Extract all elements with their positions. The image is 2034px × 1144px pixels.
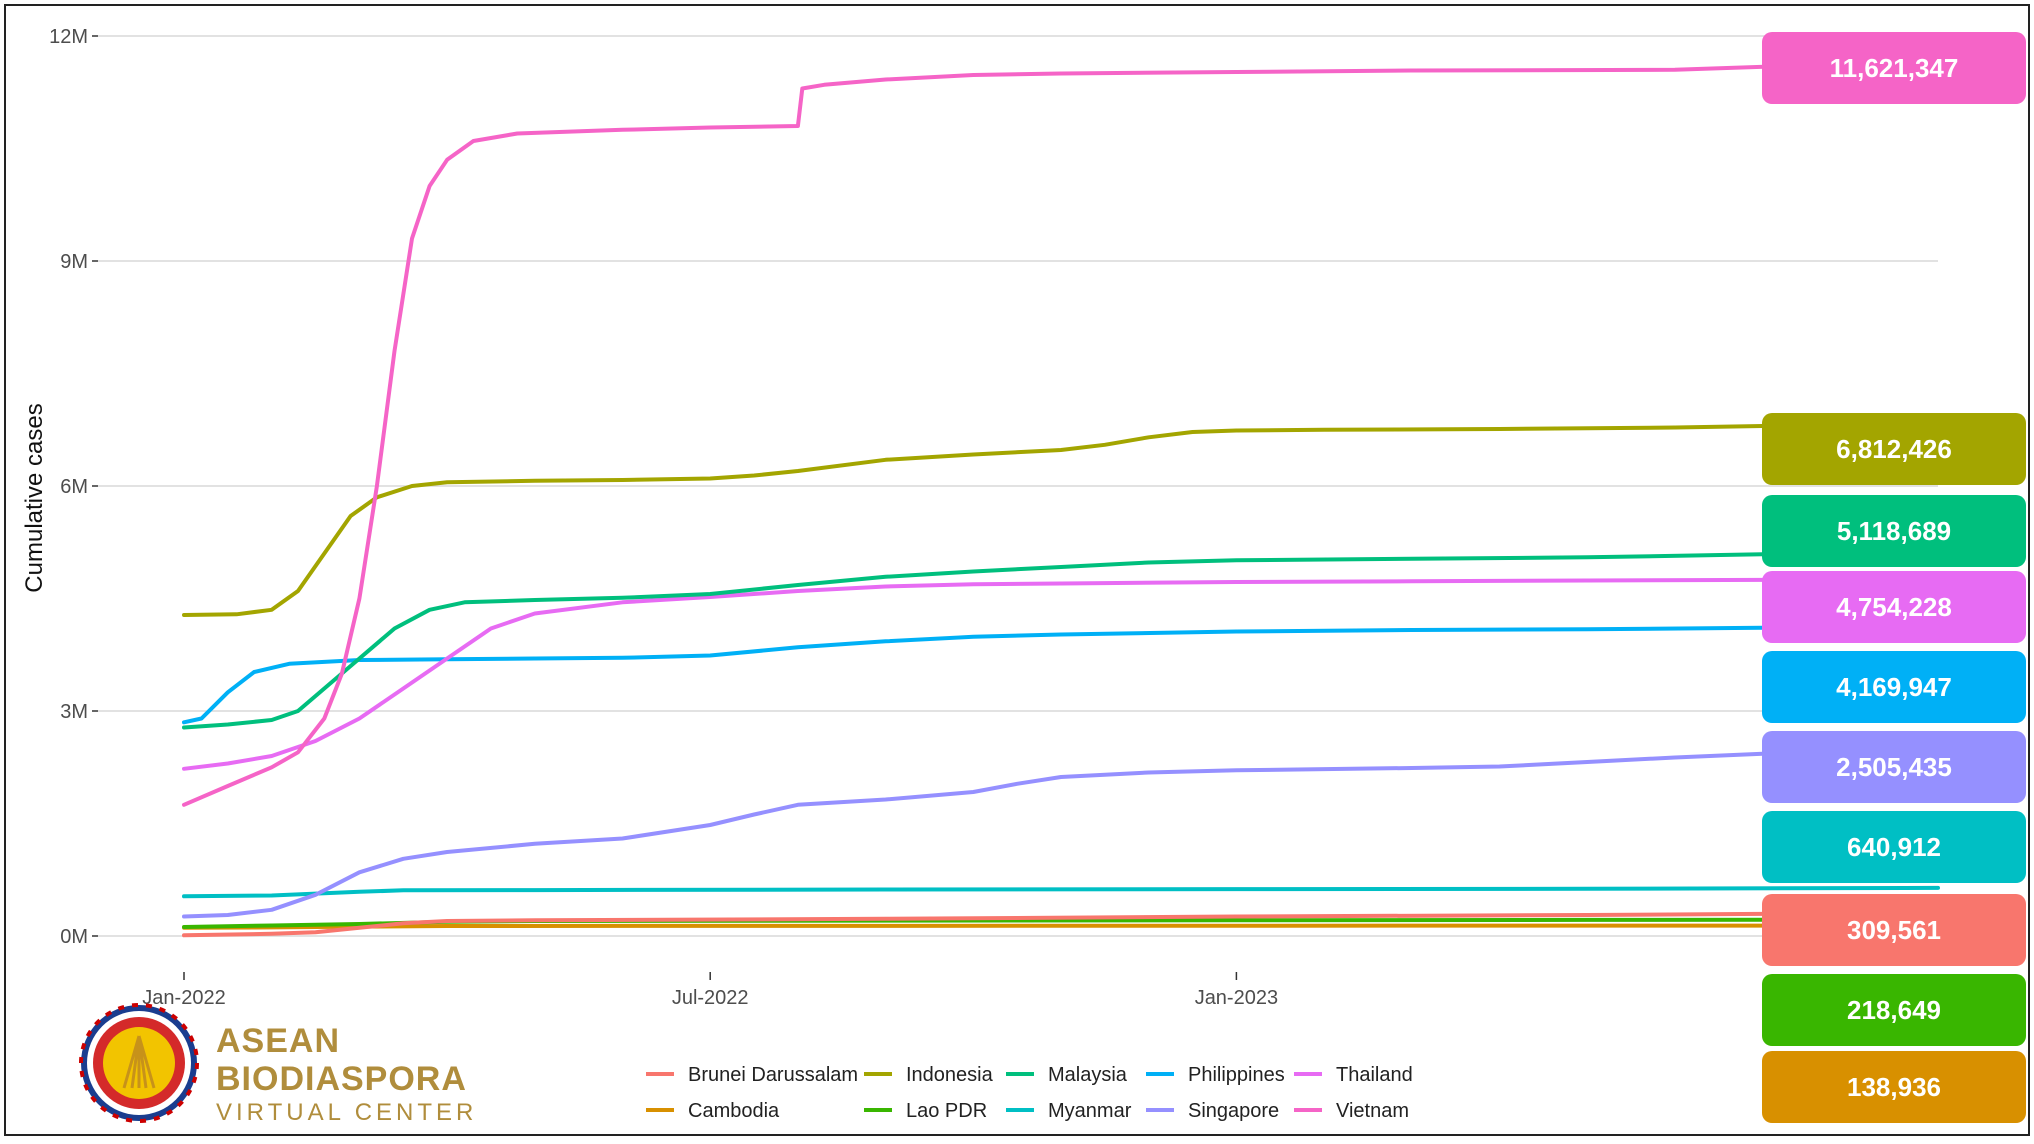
end-label-text-philippines: 4,169,947 [1836,672,1952,702]
end-label-box-myanmar [1762,811,2026,883]
asean-emblem-icon [79,1003,199,1123]
end-label-brunei-darussalam: 309,561 [1762,894,2026,966]
x-tick-label-2: Jan-2023 [1195,987,1278,1009]
end-label-box-vietnam [1762,32,2026,104]
legend-item-vietnam: Vietnam [1294,1100,1409,1122]
legend-item-philippines: Philippines [1146,1064,1285,1086]
series-line-indonesia [182,423,1940,617]
end-label-text-vietnam: 11,621,347 [1830,53,1959,83]
end-label-text-indonesia: 6,812,426 [1836,434,1952,464]
end-labels: 11,621,347 6,812,426 5,118,689 4,754,228 4,1… [1762,32,2026,1123]
end-label-box-malaysia [1762,495,2026,567]
y-axis: 0M 3M 6M 9M 12M [49,26,98,948]
end-label-box-thailand [1762,571,2026,643]
end-label-lao-pdr: 218,649 [1762,974,2026,1046]
legend-label-thailand: Thailand [1336,1064,1413,1086]
end-label-indonesia: 6,812,426 [1762,413,2026,485]
y-tick-label-0: 0M [60,926,88,948]
legend-label-philippines: Philippines [1188,1064,1285,1086]
legend-label-singapore: Singapore [1188,1100,1279,1122]
y-tick-label-4: 12M [49,26,88,48]
end-label-box-philippines [1762,651,2026,723]
end-label-vietnam: 11,621,347 [1762,32,2026,104]
y-tick-label-1: 3M [60,701,88,723]
end-label-text-lao-pdr: 218,649 [1847,995,1941,1025]
legend-item-thailand: Thailand [1294,1064,1413,1086]
legend-item-lao-pdr: Lao PDR [864,1100,987,1122]
logo-line-2: BIODIASPORA [216,1060,467,1098]
end-label-text-brunei-darussalam: 309,561 [1847,915,1941,945]
end-label-text-cambodia: 138,936 [1847,1072,1941,1102]
end-label-box-indonesia [1762,413,2026,485]
legend-label-myanmar: Myanmar [1048,1100,1132,1122]
chart-frame: 0M 3M 6M 9M 12M Jan-2022 Jul-2022 Jan-2023 Cum… [4,4,2030,1136]
x-axis: Jan-2022 Jul-2022 Jan-2023 [142,972,1278,1009]
legend: Brunei Darussalam Indonesia Malaysia Philip… [646,1064,1413,1122]
series-line-singapore [182,746,1940,919]
end-label-text-malaysia: 5,118,689 [1837,516,1951,546]
legend-label-vietnam: Vietnam [1336,1100,1409,1122]
end-label-myanmar: 640,912 [1762,811,2026,883]
end-label-malaysia: 5,118,689 [1762,495,2026,567]
legend-item-myanmar: Myanmar [1006,1100,1132,1122]
legend-label-lao-pdr: Lao PDR [906,1100,987,1122]
y-tick-label-2: 6M [60,476,88,498]
series-lines [182,62,1940,938]
legend-item-cambodia: Cambodia [646,1100,780,1122]
legend-item-singapore: Singapore [1146,1100,1279,1122]
logo-line-3: VIRTUAL CENTER [216,1099,477,1126]
line-chart: 0M 3M 6M 9M 12M Jan-2022 Jul-2022 Jan-2023 Cum… [21,26,2026,1126]
legend-label-brunei-darussalam: Brunei Darussalam [688,1064,858,1086]
end-label-text-thailand: 4,754,228 [1836,592,1952,622]
legend-item-brunei-darussalam: Brunei Darussalam [646,1064,858,1086]
legend-label-malaysia: Malaysia [1048,1064,1128,1086]
logo-line-1: ASEAN [216,1022,340,1060]
series-line-philippines [182,621,1940,725]
x-tick-label-1: Jul-2022 [672,987,749,1009]
end-label-text-myanmar: 640,912 [1847,832,1941,862]
y-axis-title: Cumulative cases [21,403,48,592]
end-label-thailand: 4,754,228 [1762,571,2026,643]
end-label-box-singapore [1762,731,2026,803]
end-label-box-lao-pdr [1762,974,2026,1046]
end-label-box-brunei-darussalam [1762,894,2026,966]
end-label-singapore: 2,505,435 [1762,731,2026,803]
series-line-myanmar [182,885,1940,899]
legend-label-cambodia: Cambodia [688,1100,780,1122]
end-label-box-cambodia [1762,1051,2026,1123]
legend-label-indonesia: Indonesia [906,1064,994,1086]
y-tick-label-3: 9M [60,251,88,273]
end-label-text-singapore: 2,505,435 [1836,752,1952,782]
legend-item-indonesia: Indonesia [864,1064,994,1086]
series-line-thailand [182,577,1940,771]
end-label-cambodia: 138,936 [1762,1051,2026,1123]
series-line-brunei-darussalam [182,910,1940,938]
x-tick-label-0: Jan-2022 [142,987,225,1009]
series-line-malaysia [182,550,1940,730]
legend-item-malaysia: Malaysia [1006,1064,1128,1086]
series-line-cambodia [182,923,1940,930]
end-label-philippines: 4,169,947 [1762,651,2026,723]
series-line-vietnam [182,62,1940,807]
gridlines [98,35,1938,937]
asean-logo: ASEAN BIODIASPORA VIRTUAL CENTER [79,1003,477,1126]
